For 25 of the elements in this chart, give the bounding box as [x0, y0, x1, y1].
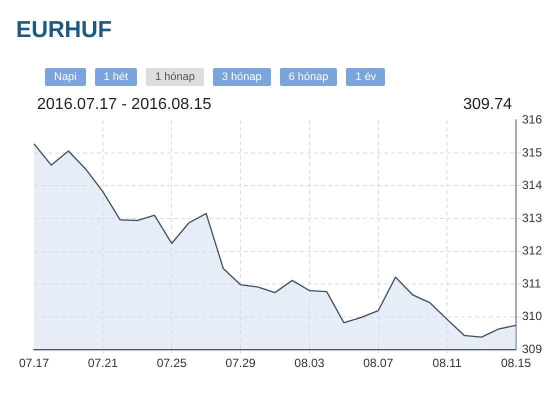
x-tick-label: 08.03	[294, 356, 325, 370]
x-tick-label: 07.25	[156, 356, 188, 370]
y-tick-label: 316	[522, 112, 542, 127]
text: 1 hét	[94, 68, 138, 86]
text: 1 év	[346, 68, 386, 86]
x-tick-label: 07.21	[88, 356, 118, 370]
chart-subtitle: 2016.07.17 - 2016.08.15	[37, 96, 212, 114]
text: 1 hónap	[146, 68, 204, 86]
text: 6 hónap	[280, 68, 338, 86]
y-tick-label: 315	[522, 145, 542, 160]
y-tick-label: 311	[522, 276, 542, 290]
y-tick-label: 313	[522, 210, 542, 225]
text: Napi	[45, 68, 86, 86]
y-tick-label: 310	[522, 309, 542, 324]
chart-title: EURHUF	[16, 16, 112, 43]
x-tick-label: 08.11	[432, 356, 462, 370]
x-tick-label: 07.17	[18, 356, 50, 370]
text: 309.74	[463, 96, 512, 114]
x-tick-label: 07.29	[226, 356, 256, 370]
x-tick-label: 08.07	[363, 356, 394, 370]
x-tick-label: 08.15	[500, 356, 532, 370]
y-tick-label: 314	[522, 178, 542, 192]
y-tick-label: 309	[522, 342, 542, 356]
text: 3 hónap	[212, 68, 271, 86]
y-tick-label: 312	[522, 244, 542, 258]
